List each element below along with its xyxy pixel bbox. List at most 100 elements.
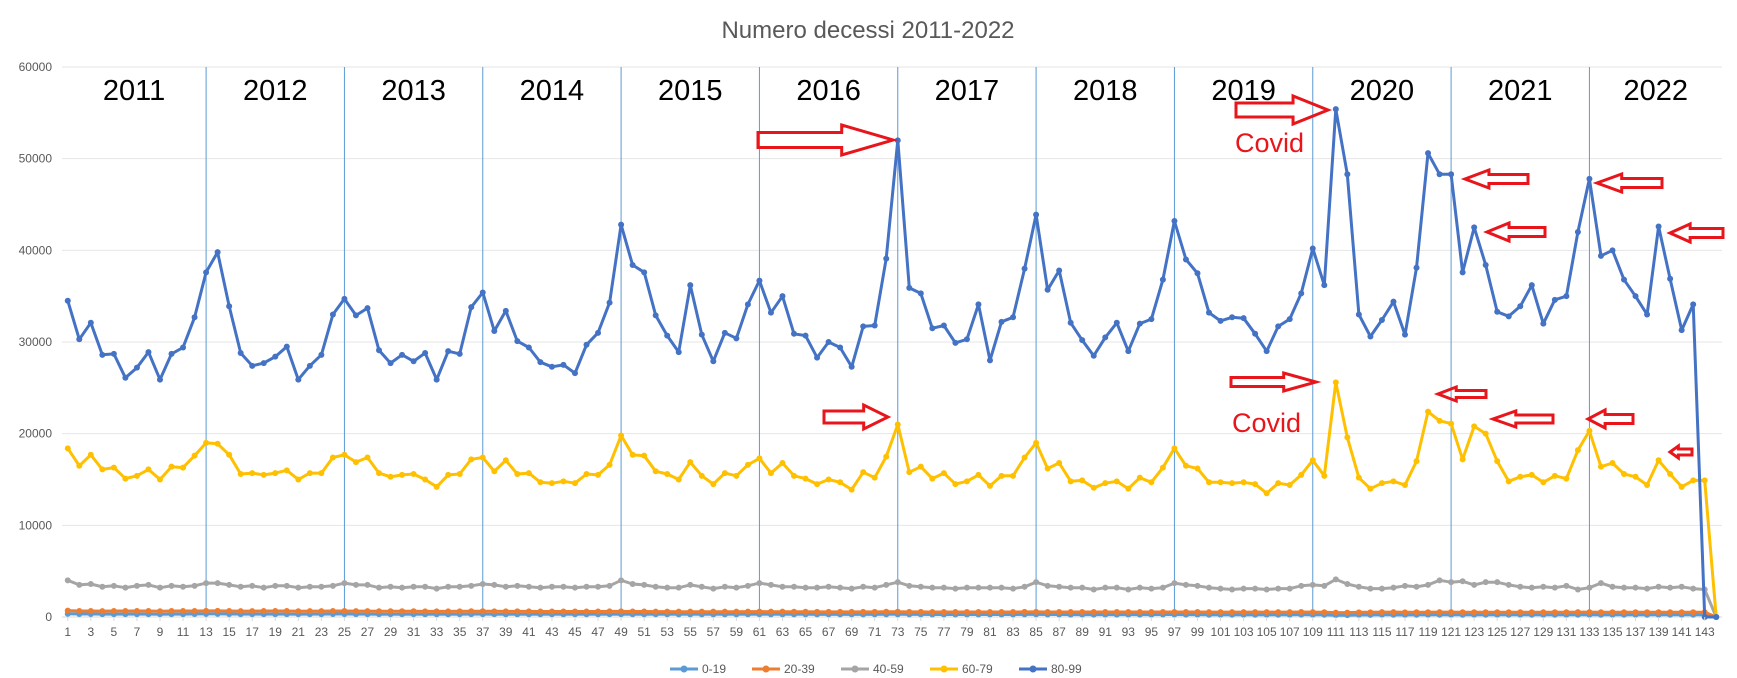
legend-label: 20-39 [784,662,815,676]
data-point [1597,609,1604,616]
data-point [998,584,1005,591]
x-tick-label: 39 [499,625,513,639]
data-point [1182,581,1189,588]
data-point [1482,609,1489,616]
data-point [664,584,671,591]
data-point [226,451,233,458]
data-point [191,314,198,321]
data-point [652,583,659,590]
x-tick-label: 93 [1122,625,1136,639]
x-tick-label: 101 [1211,625,1231,639]
data-point [664,608,671,615]
data-point [191,607,198,614]
covid-annotation: Covid [1235,128,1304,158]
data-point [1355,474,1362,481]
data-point [767,608,774,615]
data-point [1171,608,1178,615]
data-point [387,608,394,615]
data-point [698,331,705,338]
x-tick-label: 5 [111,625,118,639]
data-point [1010,314,1017,321]
data-point [318,608,325,615]
data-point [156,376,163,383]
data-point [249,362,256,369]
data-point [1332,576,1339,583]
data-point [871,474,878,481]
data-point [1240,479,1247,486]
data-point [940,608,947,615]
data-point [1344,609,1351,616]
data-point [502,583,509,590]
data-point [779,583,786,590]
data-point [168,463,175,470]
data-point [629,451,636,458]
legend-entry: 20-39 [752,662,815,676]
data-point [1171,218,1178,224]
data-point [710,481,717,488]
data-point [1021,265,1028,272]
data-point [1701,477,1708,484]
x-tick-label: 105 [1257,625,1277,639]
arrow-right-icon [1229,371,1322,393]
legend-marker [680,665,688,673]
data-point [180,583,187,590]
data-point [1644,311,1651,318]
x-tick-label: 135 [1602,625,1622,639]
x-tick-label: 77 [937,625,951,639]
data-point [76,607,83,614]
data-point [376,470,383,477]
data-point [272,608,279,615]
data-point [1263,609,1270,616]
data-point [1344,434,1351,441]
data-point [1482,430,1489,437]
data-point [963,478,970,485]
data-point [1390,478,1397,485]
x-tick-label: 107 [1280,625,1300,639]
data-point [1298,609,1305,616]
data-point [1252,585,1259,592]
data-point [1367,485,1374,492]
data-point [422,583,429,590]
data-point [214,440,221,447]
data-point [272,353,279,360]
data-point [422,608,429,615]
data-point [168,582,175,589]
series-80-99 [64,106,1720,620]
data-point [1632,473,1639,480]
data-point [767,470,774,477]
data-point [595,471,602,478]
data-point [744,301,751,308]
data-point [1125,609,1132,616]
data-point [1563,582,1570,589]
x-tick-label: 85 [1029,625,1043,639]
x-tick-label: 89 [1076,625,1090,639]
data-point [871,584,878,591]
data-point [1067,584,1074,591]
data-point [814,481,821,488]
x-tick-label: 87 [1052,625,1066,639]
data-point [1597,463,1604,470]
data-point [1667,584,1674,591]
data-point [1113,478,1120,485]
data-point [468,304,475,311]
data-point [548,583,555,590]
data-point [721,583,728,590]
x-tick-label: 65 [799,625,813,639]
data-point [1678,609,1685,616]
legend-marker [1029,665,1037,673]
data-point [756,455,763,462]
x-tick-label: 7 [134,625,141,639]
data-point [1551,296,1558,303]
data-point [1056,267,1063,274]
data-point [652,608,659,615]
data-point [514,608,521,615]
data-point [975,584,982,591]
data-point [387,360,394,367]
x-tick-label: 31 [407,625,421,639]
legend-label: 60-79 [962,662,993,676]
data-point [963,608,970,615]
data-point [399,351,406,358]
data-point [641,608,648,615]
data-point [445,583,452,590]
data-point [110,350,117,357]
